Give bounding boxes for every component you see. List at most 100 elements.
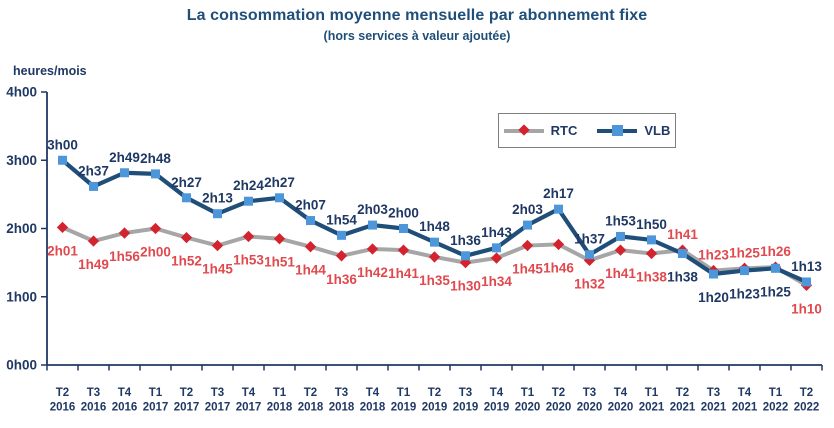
rtc-point [304, 241, 317, 253]
x-tick-label-year: 2018 [360, 402, 386, 414]
rtc-point [397, 244, 410, 256]
x-tick-label-quarter: T2 [428, 387, 441, 399]
vlb-point [182, 193, 191, 203]
rtc-point [552, 238, 565, 251]
x-tick-label-quarter: T2 [180, 387, 193, 399]
vlb-point [337, 230, 346, 240]
rtc-value-label: 1h26 [760, 244, 791, 259]
vlb-point [709, 269, 718, 279]
rtc-value-label: 1h45 [512, 262, 543, 277]
x-tick-label-quarter: T3 [459, 387, 472, 399]
x-tick-label-quarter: T2 [304, 387, 317, 399]
x-tick-label-quarter: T1 [397, 387, 411, 399]
rtc-value-label: 1h34 [481, 274, 512, 289]
x-tick-label-quarter: T2 [552, 387, 565, 399]
x-tick-label-quarter: T1 [273, 387, 287, 399]
rtc-point [118, 227, 131, 239]
x-tick-label-year: 2018 [298, 402, 324, 414]
vlb-point [678, 249, 687, 259]
vlb-point [616, 231, 625, 241]
vlb-point [275, 193, 284, 203]
vlb-point [461, 251, 470, 261]
y-tick-label: 1h00 [6, 289, 37, 304]
vlb-value-label: 1h37 [574, 232, 605, 247]
rtc-value-label: 1h42 [357, 265, 388, 280]
vlb-square-marker-icon [612, 125, 624, 136]
vlb-point [151, 169, 160, 179]
rtc-point [180, 231, 193, 244]
x-tick-label-quarter: T1 [769, 387, 783, 399]
x-tick-label-quarter: T4 [118, 387, 132, 399]
vlb-point [368, 220, 377, 230]
vlb-point [523, 220, 532, 230]
y-tick-label: 3h00 [6, 153, 37, 168]
vlb-value-label: 2h03 [357, 202, 388, 217]
x-tick-label-quarter: T4 [738, 387, 752, 399]
rtc-value-label: 1h41 [605, 266, 636, 281]
x-tick-label-year: 2021 [670, 402, 696, 414]
vlb-point [244, 196, 253, 206]
rtc-value-label: 1h51 [264, 255, 295, 270]
rtc-value-label: 2h00 [140, 245, 171, 260]
vlb-value-label: 2h07 [295, 198, 326, 213]
vlb-value-label: 1h53 [605, 213, 636, 228]
vlb-value-label: 2h49 [109, 150, 140, 165]
vlb-point [554, 204, 563, 214]
vlb-point [740, 266, 749, 276]
vlb-value-label: 1h38 [667, 270, 698, 285]
x-tick-label-year: 2016 [50, 402, 76, 414]
x-tick-label-year: 2022 [794, 402, 820, 414]
vlb-point [647, 235, 656, 245]
vlb-line-swatch [597, 125, 638, 136]
vlb-point [399, 224, 408, 233]
vlb-value-label: 3h00 [47, 137, 78, 152]
vlb-value-label: 2h24 [233, 178, 264, 193]
rtc-value-label: 1h46 [543, 260, 574, 275]
vlb-point [89, 181, 98, 191]
rtc-point [149, 222, 162, 235]
x-tick-label-quarter: T3 [87, 387, 100, 399]
rtc-value-label: 2h01 [47, 243, 78, 258]
x-tick-label-year: 2018 [267, 402, 293, 414]
x-tick-label-quarter: T2 [56, 387, 69, 399]
rtc-value-label: 1h56 [109, 249, 140, 264]
x-tick-label-quarter: T3 [211, 387, 224, 399]
x-tick-label-quarter: T2 [676, 387, 689, 399]
vlb-value-label: 2h27 [171, 175, 202, 190]
x-tick-label-year: 2020 [546, 402, 572, 414]
vlb-point [771, 263, 780, 273]
vlb-value-label: 1h36 [450, 233, 481, 248]
rtc-value-label: 1h52 [171, 254, 202, 269]
vlb-value-label: 2h13 [202, 191, 233, 206]
x-tick-label-year: 2019 [422, 402, 448, 414]
vlb-value-label: 2h00 [388, 206, 419, 221]
x-tick-label-year: 2022 [763, 402, 789, 414]
vlb-point [430, 237, 439, 247]
x-tick-label-year: 2020 [515, 402, 541, 414]
legend-label-rtc: RTC [550, 123, 578, 138]
legend-item-vlb: VLB [597, 123, 670, 138]
rtc-value-label: 1h41 [667, 227, 698, 242]
x-tick-label-year: 2020 [608, 402, 634, 414]
x-tick-label-year: 2017 [205, 402, 231, 414]
rtc-point [366, 243, 379, 255]
x-tick-label-quarter: T3 [583, 387, 596, 399]
x-tick-label-year: 2021 [701, 402, 727, 414]
legend-item-rtc: RTC [503, 123, 578, 138]
rtc-value-label: 1h41 [388, 266, 419, 281]
x-tick-label-year: 2021 [732, 402, 758, 414]
vlb-value-label: 1h50 [636, 217, 667, 232]
x-tick-label-quarter: T3 [707, 387, 720, 399]
vlb-value-label: 2h17 [543, 186, 574, 201]
rtc-point [521, 239, 534, 252]
x-tick-label-quarter: T1 [149, 387, 163, 399]
x-tick-label-year: 2016 [81, 402, 107, 414]
rtc-point [56, 221, 69, 234]
legend-label-vlb: VLB [644, 123, 671, 138]
x-tick-label-year: 2019 [453, 402, 479, 414]
rtc-diamond-marker-icon [517, 123, 530, 136]
x-tick-label-quarter: T4 [242, 387, 256, 399]
x-tick-label-quarter: T3 [335, 387, 348, 399]
rtc-point [211, 239, 224, 252]
